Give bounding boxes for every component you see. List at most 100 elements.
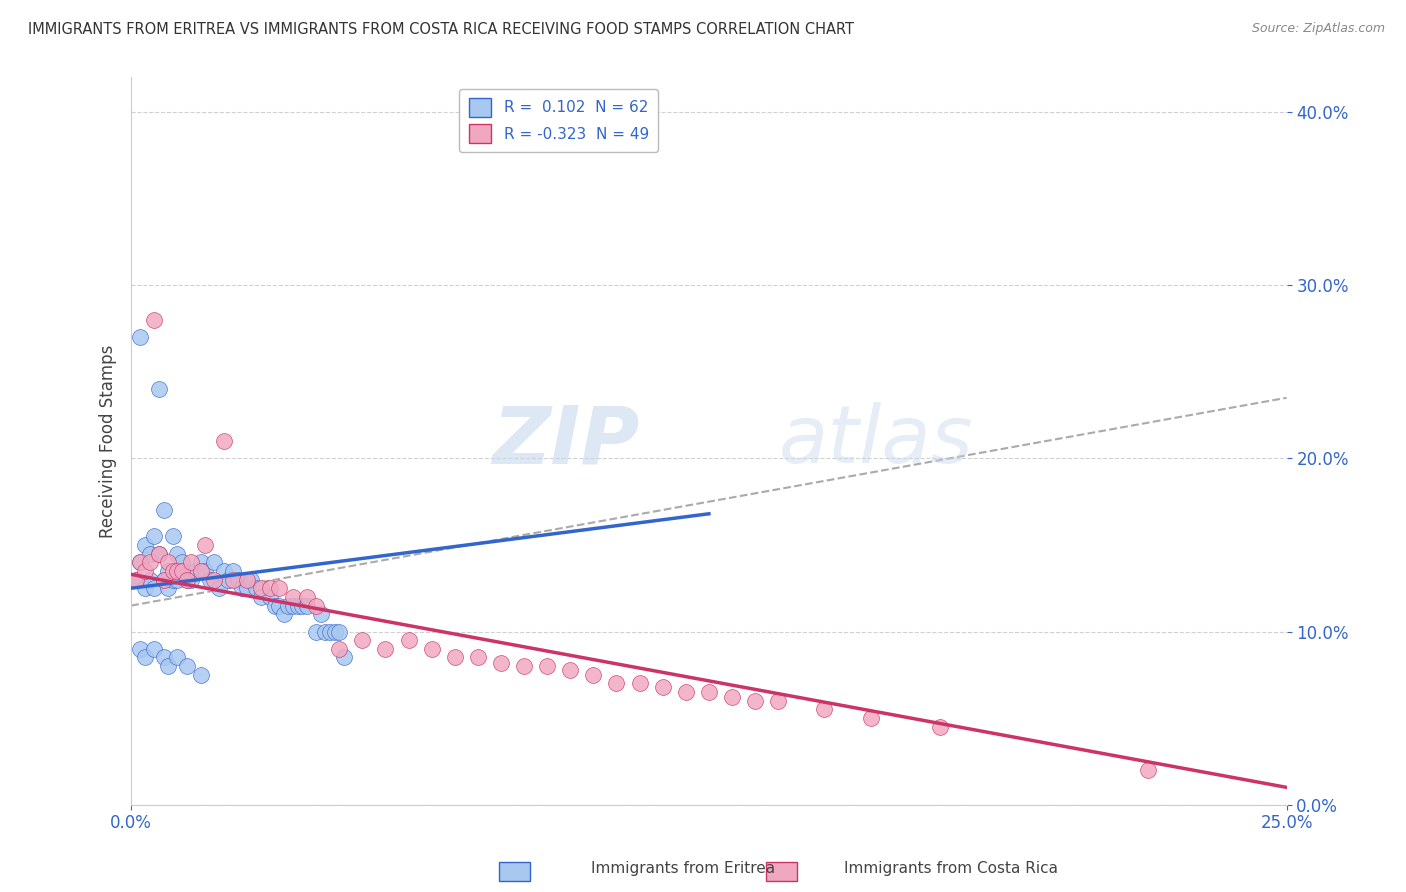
- Point: [859, 711, 882, 725]
- Point: [172, 555, 194, 569]
- Point: [129, 555, 152, 569]
- Point: [277, 599, 299, 613]
- Text: Immigrants from Eritrea: Immigrants from Eritrea: [591, 861, 775, 876]
- Legend: R =  0.102  N = 62, R = -0.323  N = 49: R = 0.102 N = 62, R = -0.323 N = 49: [460, 88, 658, 152]
- Point: [152, 573, 174, 587]
- Point: [190, 668, 212, 682]
- Point: [245, 581, 267, 595]
- Point: [249, 590, 271, 604]
- Point: [143, 581, 166, 595]
- Point: [605, 676, 627, 690]
- Text: ZIP: ZIP: [492, 402, 640, 480]
- Point: [259, 590, 281, 604]
- Point: [166, 573, 188, 587]
- Point: [295, 590, 318, 604]
- Point: [287, 599, 309, 613]
- Point: [166, 547, 188, 561]
- Point: [263, 599, 285, 613]
- Point: [162, 564, 184, 578]
- Point: [744, 694, 766, 708]
- Point: [374, 641, 396, 656]
- Point: [148, 382, 170, 396]
- Point: [204, 573, 226, 587]
- Point: [157, 581, 180, 595]
- Point: [129, 641, 152, 656]
- Point: [323, 624, 346, 639]
- Point: [231, 581, 253, 595]
- Point: [152, 650, 174, 665]
- Point: [143, 641, 166, 656]
- Point: [305, 624, 328, 639]
- Point: [172, 564, 194, 578]
- Point: [309, 607, 332, 622]
- Text: Source: ZipAtlas.com: Source: ZipAtlas.com: [1251, 22, 1385, 36]
- Point: [236, 573, 259, 587]
- Point: [134, 564, 156, 578]
- Point: [143, 313, 166, 327]
- Point: [184, 564, 207, 578]
- Point: [138, 547, 160, 561]
- Point: [328, 641, 350, 656]
- Point: [157, 555, 180, 569]
- Point: [166, 650, 188, 665]
- Text: IMMIGRANTS FROM ERITREA VS IMMIGRANTS FROM COSTA RICA RECEIVING FOOD STAMPS CORR: IMMIGRANTS FROM ERITREA VS IMMIGRANTS FR…: [28, 22, 853, 37]
- Point: [513, 659, 536, 673]
- Point: [314, 624, 336, 639]
- Point: [208, 581, 231, 595]
- Point: [138, 555, 160, 569]
- Point: [190, 555, 212, 569]
- Point: [138, 573, 160, 587]
- Point: [536, 659, 558, 673]
- Point: [162, 529, 184, 543]
- Point: [176, 659, 198, 673]
- Point: [467, 650, 489, 665]
- Point: [813, 702, 835, 716]
- Point: [651, 680, 673, 694]
- Point: [1136, 763, 1159, 777]
- Point: [236, 581, 259, 595]
- Y-axis label: Receiving Food Stamps: Receiving Food Stamps: [100, 344, 117, 538]
- Point: [134, 538, 156, 552]
- Point: [560, 663, 582, 677]
- Point: [319, 624, 342, 639]
- Point: [157, 564, 180, 578]
- Point: [273, 607, 295, 622]
- Point: [443, 650, 465, 665]
- Point: [172, 564, 194, 578]
- Point: [152, 503, 174, 517]
- Point: [398, 633, 420, 648]
- Point: [675, 685, 697, 699]
- Text: atlas: atlas: [779, 402, 973, 480]
- Point: [333, 650, 356, 665]
- Point: [582, 668, 605, 682]
- Point: [198, 573, 221, 587]
- Point: [125, 573, 148, 587]
- Point: [176, 573, 198, 587]
- Point: [148, 547, 170, 561]
- Point: [249, 581, 271, 595]
- Point: [143, 529, 166, 543]
- Point: [305, 599, 328, 613]
- Point: [697, 685, 720, 699]
- Point: [194, 538, 217, 552]
- Point: [269, 581, 291, 595]
- Point: [129, 330, 152, 344]
- Point: [291, 599, 314, 613]
- Point: [628, 676, 651, 690]
- Point: [222, 564, 245, 578]
- Point: [176, 573, 198, 587]
- Point: [259, 581, 281, 595]
- Point: [226, 573, 249, 587]
- Point: [929, 720, 952, 734]
- Point: [328, 624, 350, 639]
- Point: [721, 690, 744, 705]
- Point: [269, 599, 291, 613]
- Point: [157, 659, 180, 673]
- Point: [180, 573, 202, 587]
- Point: [281, 590, 304, 604]
- Point: [190, 564, 212, 578]
- Point: [489, 656, 512, 670]
- Point: [420, 641, 443, 656]
- Point: [212, 564, 235, 578]
- Point: [162, 573, 184, 587]
